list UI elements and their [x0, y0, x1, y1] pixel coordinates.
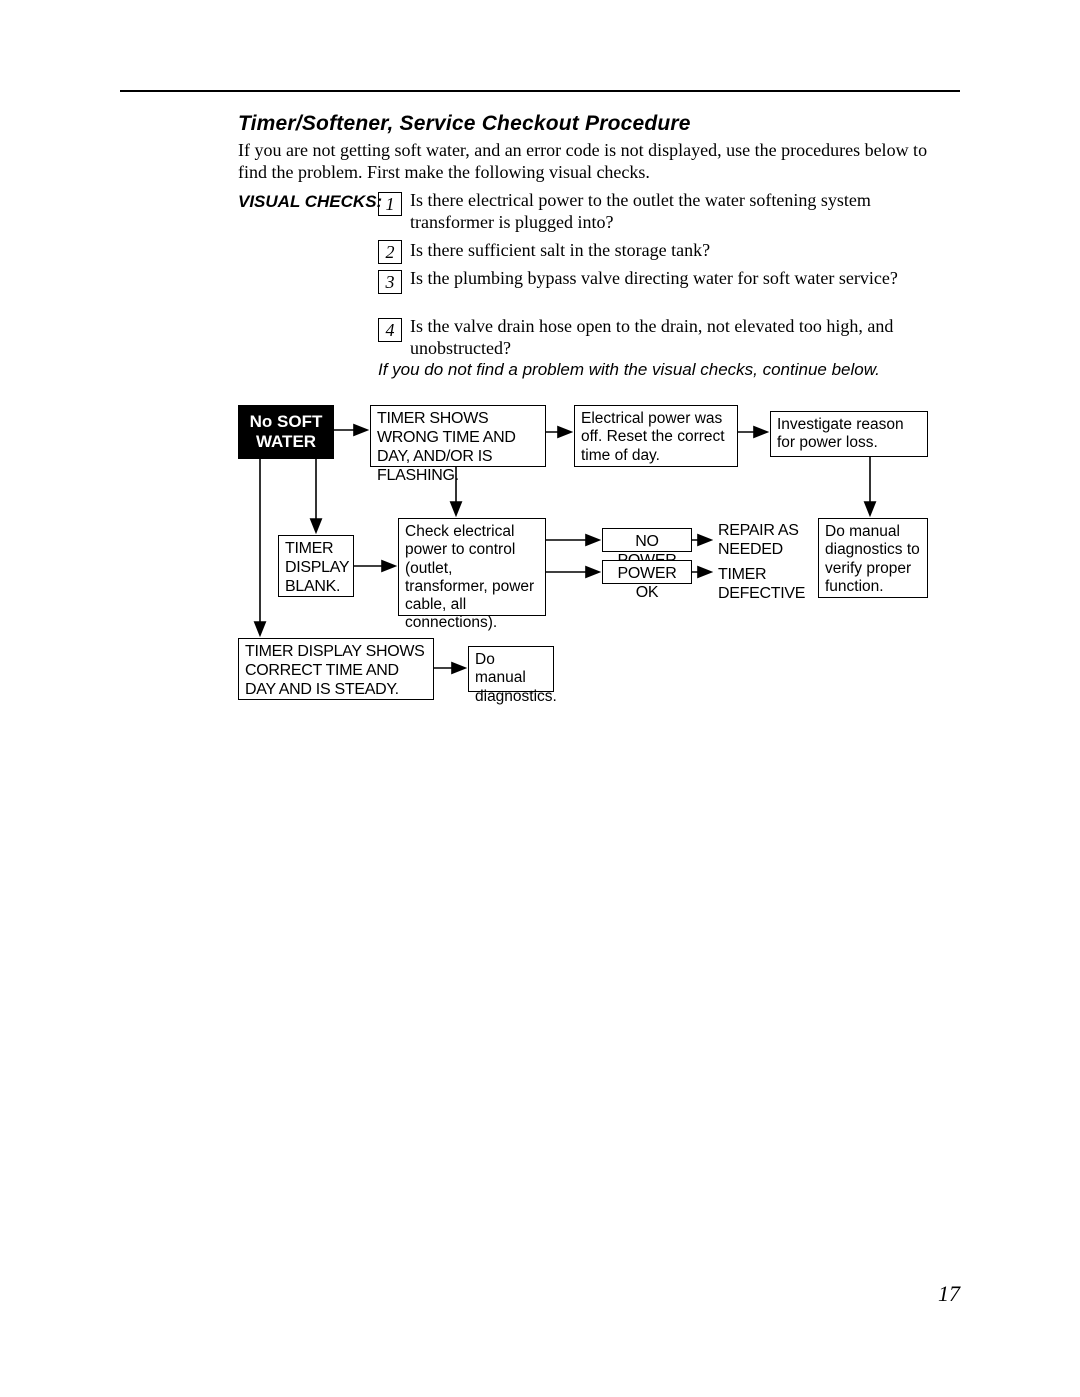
flowchart-arrows: [0, 0, 1080, 1397]
page: Timer/Softener, Service Checkout Procedu…: [0, 0, 1080, 1397]
page-number: 17: [938, 1281, 960, 1307]
